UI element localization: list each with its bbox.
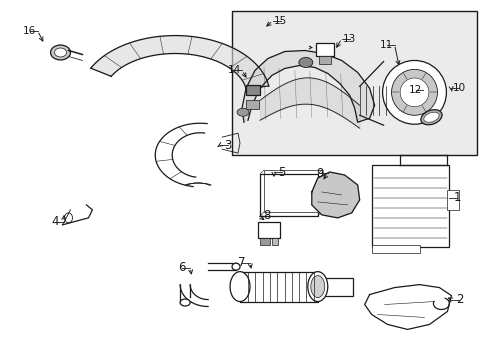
Text: 5: 5 — [278, 166, 285, 179]
Bar — [447, 190, 458, 210]
Text: 2: 2 — [455, 293, 462, 306]
Text: 8: 8 — [263, 210, 270, 222]
Text: 13: 13 — [343, 33, 356, 44]
Ellipse shape — [55, 48, 66, 57]
Ellipse shape — [307, 272, 327, 302]
Bar — [245, 100, 259, 109]
Bar — [264, 170, 321, 212]
Bar — [258, 222, 279, 238]
Ellipse shape — [180, 299, 190, 306]
Ellipse shape — [310, 276, 324, 298]
Bar — [260, 174, 317, 216]
Bar — [317, 278, 352, 296]
Bar — [371, 245, 419, 253]
Text: 14: 14 — [227, 66, 240, 76]
Ellipse shape — [232, 263, 240, 270]
Ellipse shape — [298, 58, 312, 67]
Bar — [260, 238, 269, 245]
Circle shape — [382, 60, 446, 124]
Bar — [318, 57, 330, 64]
Text: 7: 7 — [238, 256, 245, 269]
Ellipse shape — [423, 112, 438, 122]
Ellipse shape — [229, 272, 249, 302]
Text: 1: 1 — [453, 192, 460, 204]
Polygon shape — [91, 36, 268, 89]
Circle shape — [391, 69, 437, 115]
Ellipse shape — [50, 45, 70, 60]
Bar — [315, 42, 333, 57]
Bar — [371, 165, 448, 247]
Polygon shape — [242, 50, 374, 122]
Bar — [245, 85, 260, 95]
Text: 11: 11 — [379, 40, 392, 50]
Text: 6: 6 — [178, 261, 185, 274]
Text: 10: 10 — [452, 84, 465, 93]
Bar — [271, 238, 277, 245]
Ellipse shape — [420, 110, 441, 125]
Bar — [240, 272, 317, 302]
Text: 9: 9 — [315, 167, 323, 180]
Bar — [232, 11, 476, 155]
Ellipse shape — [237, 108, 248, 116]
Text: 12: 12 — [408, 85, 421, 95]
Text: 16: 16 — [23, 26, 36, 36]
Polygon shape — [311, 172, 359, 218]
Text: 15: 15 — [274, 15, 287, 26]
Circle shape — [399, 78, 428, 107]
Text: 4: 4 — [52, 215, 59, 228]
Text: 3: 3 — [224, 139, 231, 152]
